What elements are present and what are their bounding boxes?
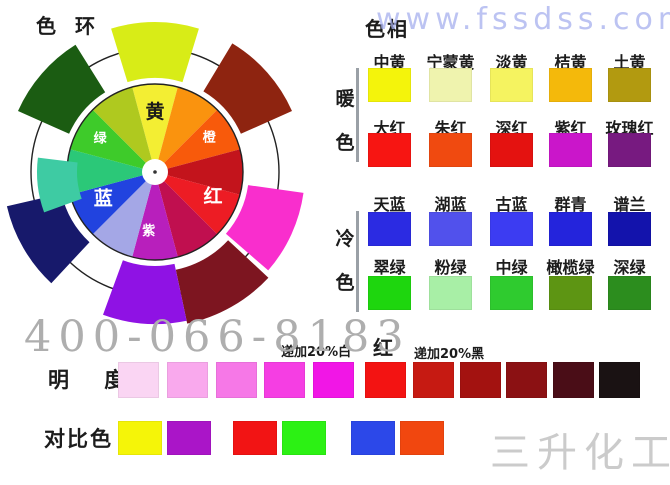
brightness-title: 明 度	[48, 368, 140, 392]
wheel-segment	[70, 172, 155, 235]
wheel-hue-label: 紫	[142, 223, 155, 239]
add-black-note: 递加20%黑	[414, 347, 485, 362]
hue-swatch	[549, 68, 592, 102]
cool-group-divider	[356, 211, 359, 312]
hue-swatch	[429, 276, 472, 310]
hue-swatch	[608, 276, 651, 310]
hue-swatch-label: 土黄	[613, 53, 646, 72]
hue-swatch	[490, 276, 533, 310]
hue-swatch	[368, 133, 411, 167]
wheel-segment	[132, 172, 178, 261]
contrast-swatch	[351, 421, 395, 455]
brightness-swatch	[365, 362, 406, 398]
contrast-swatch	[282, 421, 326, 455]
contrast-swatch	[118, 421, 162, 455]
contrast-title: 对比色	[44, 427, 113, 451]
hue-swatch-label: 古蓝	[495, 195, 528, 214]
wheel-segment	[155, 172, 218, 257]
brightness-swatch	[460, 362, 501, 398]
hue-swatch	[608, 133, 651, 167]
hue-swatch-label: 群青	[554, 195, 587, 214]
hue-swatch-label: 橄榄绿	[546, 258, 595, 277]
brightness-swatch	[216, 362, 257, 398]
hue-swatch	[608, 68, 651, 102]
hue-swatch	[368, 212, 411, 246]
contrast-swatch	[167, 421, 211, 455]
wheel-hue-label: 绿	[94, 131, 108, 147]
hue-swatch-label: 天蓝	[373, 195, 406, 214]
hue-swatch	[549, 276, 592, 310]
wheel-segment	[155, 149, 244, 195]
warm-group-label-char: 色	[335, 132, 355, 154]
hue-swatch-label: 粉绿	[434, 258, 467, 277]
brightness-swatch	[167, 362, 208, 398]
wheel-hub-dot	[153, 170, 157, 174]
hue-swatch-label: 中绿	[495, 258, 528, 277]
hue-swatch-label: 中黄	[373, 53, 406, 72]
wheel-segment	[155, 109, 240, 172]
hue-swatch	[368, 68, 411, 102]
add-white-note: 递加20%白	[281, 345, 352, 360]
wheel-segment	[155, 172, 240, 235]
wheel-hue-label: 红	[203, 185, 222, 208]
brightness-swatch	[506, 362, 547, 398]
hue-panel-title: 色相	[365, 17, 409, 41]
wheel-outer-wedge	[225, 185, 304, 271]
contrast-swatch	[400, 421, 444, 455]
brightness-swatch	[118, 362, 159, 398]
hue-swatch	[549, 133, 592, 167]
hue-swatch-label: 宁蒙黄	[426, 53, 475, 72]
wheel-outer-wedge	[175, 240, 269, 324]
wheel-segment	[66, 149, 155, 195]
wheel-outer-wedge	[203, 43, 292, 134]
wheel-outer-wedge	[37, 157, 82, 213]
hue-swatch	[549, 212, 592, 246]
brightness-swatch	[599, 362, 640, 398]
base-red-label: 红	[373, 336, 393, 360]
hue-swatch	[429, 133, 472, 167]
warm-group-divider	[356, 68, 359, 162]
hue-swatch	[490, 212, 533, 246]
wheel-segment	[132, 83, 178, 172]
hue-swatch	[490, 68, 533, 102]
brightness-swatch	[313, 362, 354, 398]
wheel-hue-label: 黄	[145, 100, 164, 123]
wheel-outer-wedge	[6, 193, 90, 284]
hue-swatch-label: 桔黄	[554, 53, 587, 72]
wheel-outer-wedge	[103, 260, 187, 325]
brightness-swatch	[553, 362, 594, 398]
hue-swatch-label: 谱兰	[613, 195, 646, 214]
hue-swatch-label: 深绿	[613, 258, 646, 277]
wheel-title: 色 环	[36, 14, 101, 38]
wheel-hue-label: 橙	[203, 130, 217, 146]
company-watermark: 三升化工	[490, 430, 670, 476]
contrast-swatch	[233, 421, 277, 455]
hue-swatch	[368, 276, 411, 310]
hue-swatch	[490, 133, 533, 167]
brightness-swatch	[413, 362, 454, 398]
wheel-segment	[155, 87, 218, 172]
hue-swatch-label: 湖蓝	[434, 195, 467, 214]
hue-swatch-label: 翠绿	[373, 258, 406, 277]
hue-swatch	[429, 68, 472, 102]
hue-swatch	[608, 212, 651, 246]
wheel-segment	[70, 109, 155, 172]
wheel-segment	[92, 172, 155, 257]
wheel-segment	[92, 87, 155, 172]
hue-swatch-label: 淡黄	[495, 53, 528, 72]
wheel-outer-wedge	[18, 44, 106, 134]
hue-swatch	[429, 212, 472, 246]
wheel-hue-label: 蓝	[94, 186, 113, 209]
cool-group-label-char: 冷	[335, 228, 355, 250]
cool-group-label-char: 色	[335, 272, 355, 294]
site-watermark: www.fssdss.com	[376, 2, 670, 37]
wheel-outer-wedge	[111, 22, 199, 83]
warm-group-label-char: 暖	[335, 88, 355, 110]
brightness-swatch	[264, 362, 305, 398]
